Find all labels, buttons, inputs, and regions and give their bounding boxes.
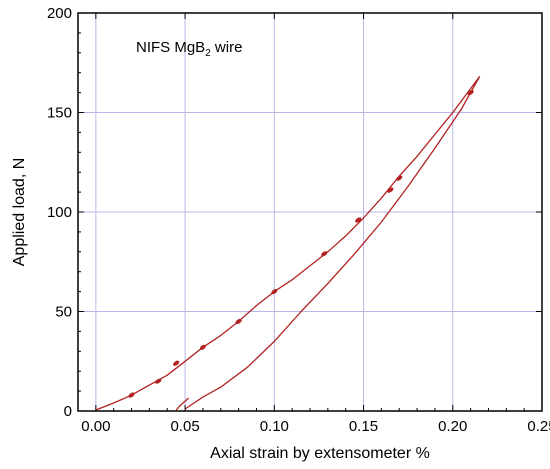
data-marker-8 xyxy=(387,187,394,193)
data-marker-9 xyxy=(396,175,403,181)
x-axis-label: Axial strain by extensometer % xyxy=(210,445,430,462)
y-tick-label-1: 50 xyxy=(55,304,72,321)
annotation-suffix: wire xyxy=(211,39,243,56)
chart-annotation: NIFS MgB2 wire xyxy=(136,39,242,59)
x-tick-label-4: 0.20 xyxy=(438,418,467,435)
data-marker-6 xyxy=(321,251,328,257)
data-marker-0 xyxy=(128,392,135,398)
annotation-subscript: 2 xyxy=(205,48,211,59)
data-marker-1 xyxy=(155,378,162,384)
x-tick-label-5: 0.25 xyxy=(527,418,550,435)
data-marker-10 xyxy=(467,90,474,96)
data-marker-4 xyxy=(235,318,242,325)
data-marker-7 xyxy=(355,217,362,223)
series-line-0 xyxy=(95,76,481,411)
x-tick-label-0: 0.00 xyxy=(81,418,110,435)
data-marker-2 xyxy=(173,360,180,366)
tick-layer: 0.00 0.05 0.10 0.15 0.20 0.25 0 50 100 150 200 xyxy=(47,5,550,435)
x-tick-label-3: 0.15 xyxy=(349,418,378,435)
x-tick-label-1: 0.05 xyxy=(170,418,199,435)
y-tick-label-2: 100 xyxy=(47,204,72,221)
y-tick-label-3: 150 xyxy=(47,105,72,122)
series-line-1 xyxy=(175,397,190,411)
data-marker-5 xyxy=(271,289,278,295)
grid xyxy=(78,13,542,411)
x-tick-label-2: 0.10 xyxy=(260,418,289,435)
data-marker-3 xyxy=(199,344,207,350)
annotation-main: NIFS MgB xyxy=(136,39,205,56)
marker-layer xyxy=(128,90,474,398)
series-layer xyxy=(95,76,481,411)
y-axis-label: Applied load, N xyxy=(11,158,28,267)
y-tick-label-4: 200 xyxy=(47,5,72,22)
y-tick-label-0: 0 xyxy=(64,403,72,420)
